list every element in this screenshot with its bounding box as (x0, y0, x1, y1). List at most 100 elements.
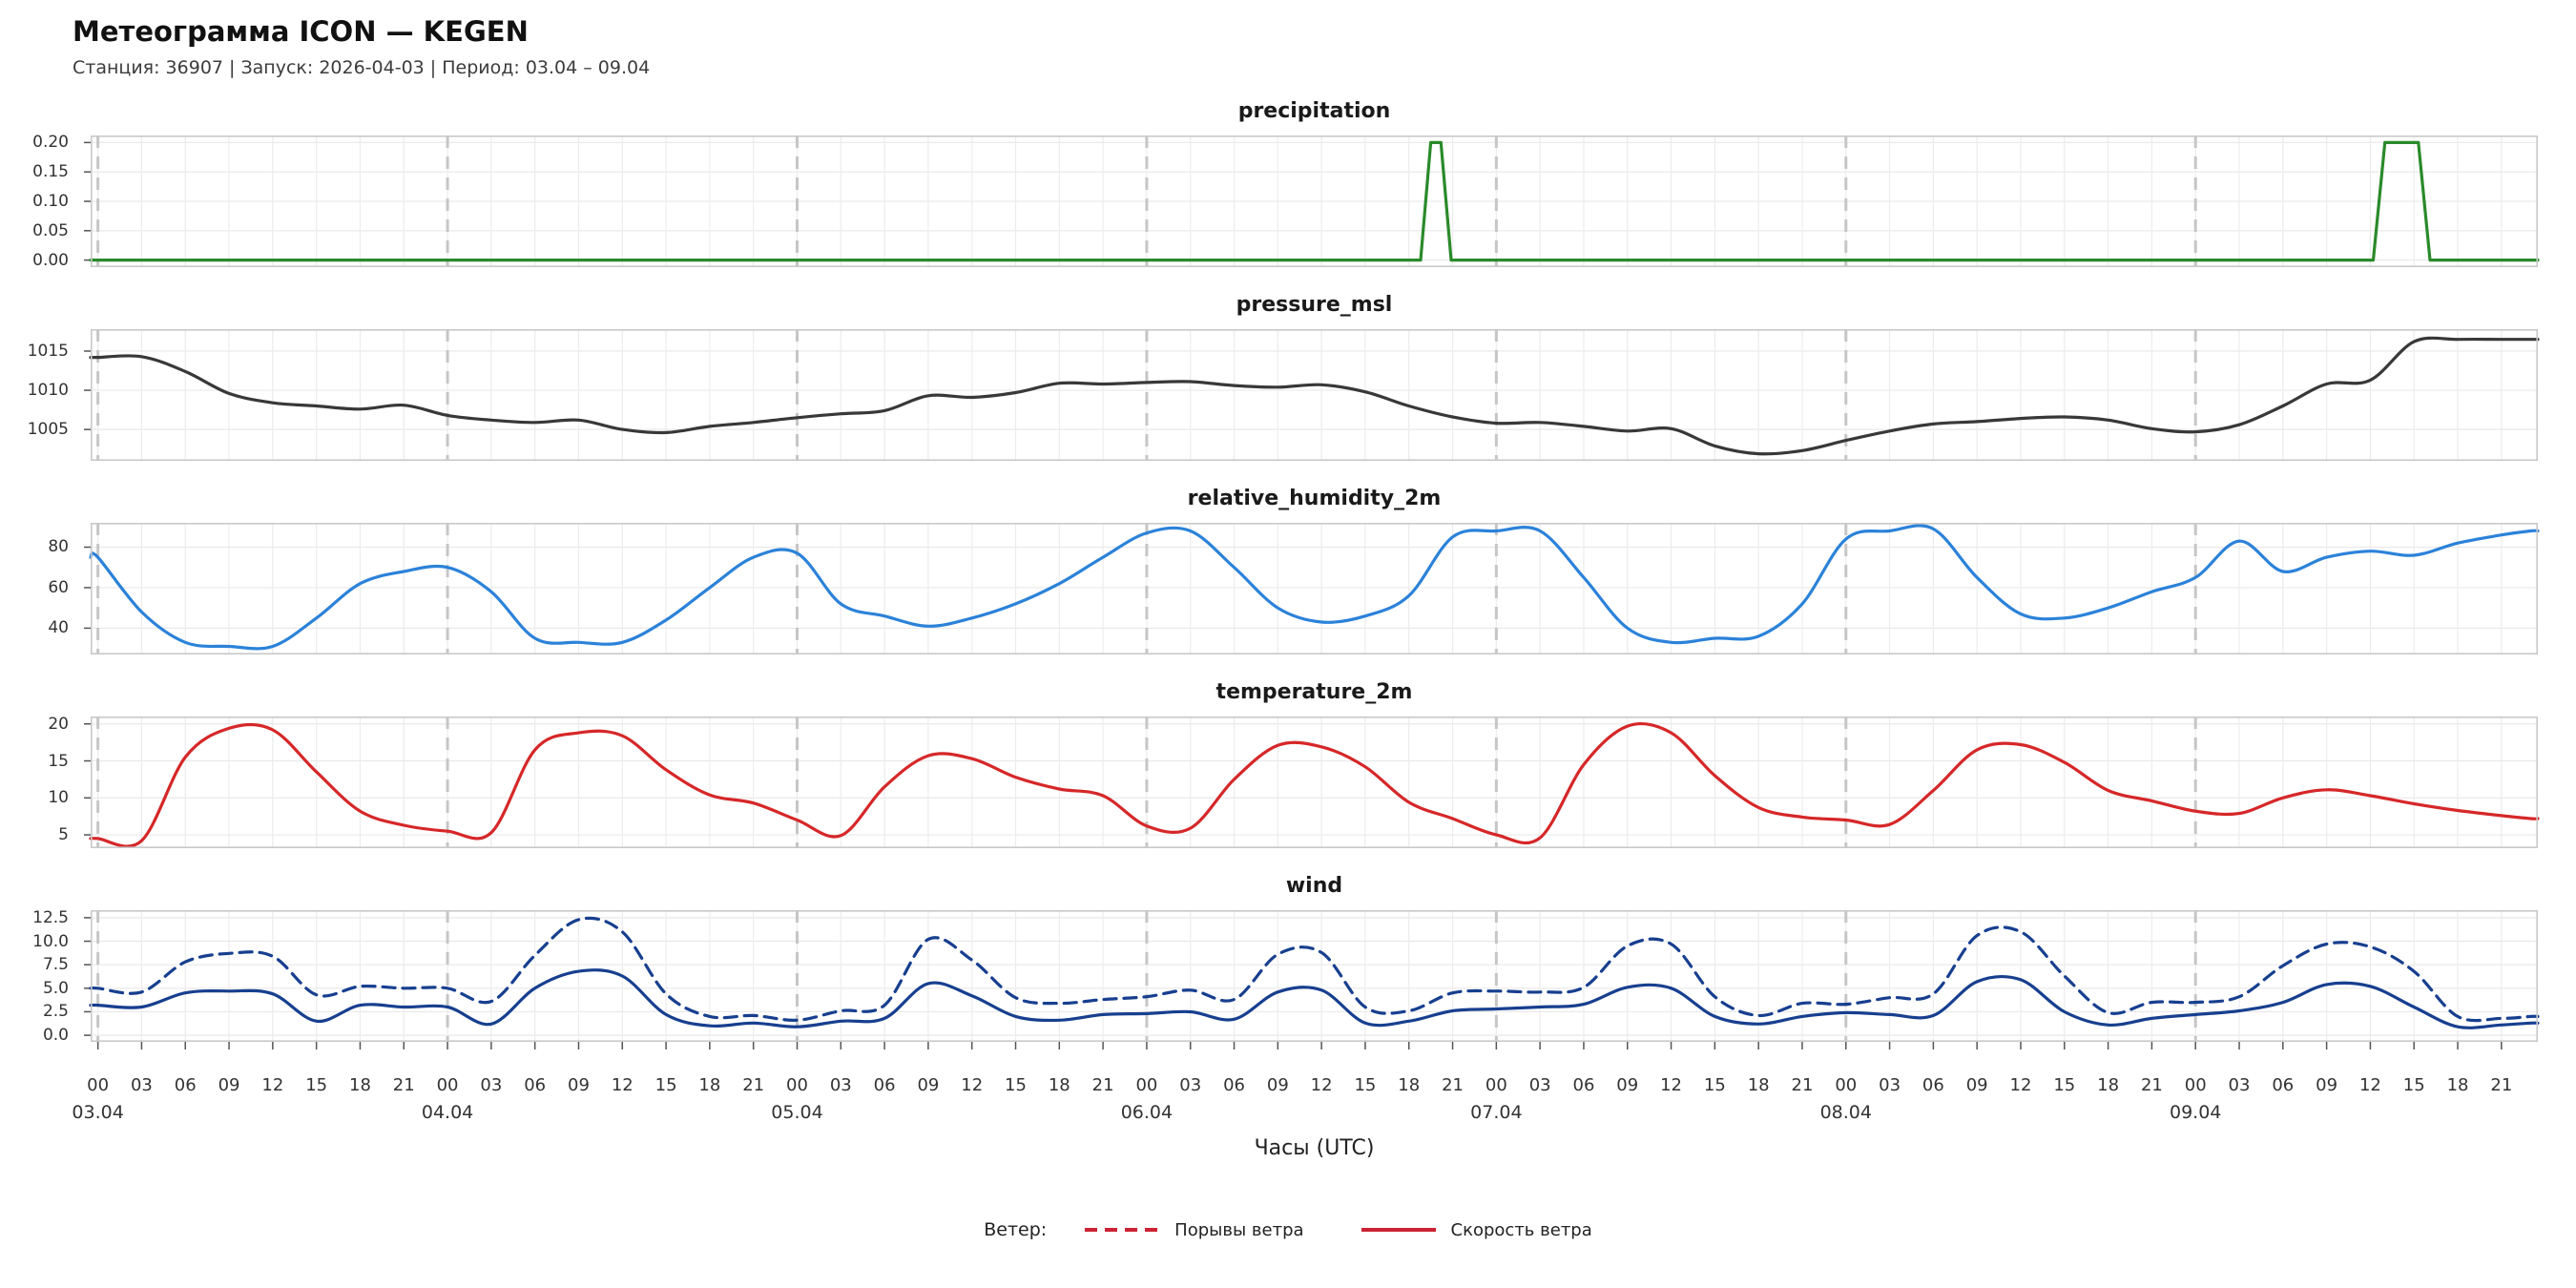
x-day-label: 04.04 (421, 1102, 474, 1123)
x-hour-label: 18 (698, 1075, 721, 1095)
plot-row-temperature: 5 10 15 20 (0, 714, 2576, 848)
x-hour-label: 09 (568, 1075, 590, 1095)
y-tick-label: 1015 (27, 342, 69, 361)
y-axis-humidity: 40 60 80 (0, 523, 80, 654)
y-tick-label: 12.5 (32, 907, 69, 927)
x-hour-label: 06 (1572, 1075, 1595, 1095)
y-tick-label: 0.0 (42, 1026, 69, 1046)
x-hour-label: 09 (2316, 1075, 2338, 1095)
panel-humidity: relative_humidity_2m 40 60 80 (0, 487, 2576, 654)
x-hour-label: 03 (1879, 1075, 1901, 1095)
x-hour-label: 21 (742, 1075, 765, 1095)
y-tick-label: 7.5 (42, 955, 69, 975)
wind-legend: Ветер: Порывы ветра Скорость ветра (0, 1219, 2576, 1240)
x-hour-label: 09 (917, 1075, 940, 1095)
x-hour-label: 06 (873, 1075, 896, 1095)
plot-row-pressure: 1005 1010 1015 (0, 329, 2576, 461)
y-tick-label: 1010 (27, 381, 69, 401)
y-tick-label: 2.5 (42, 1002, 69, 1022)
legend-title: Ветер: (984, 1219, 1048, 1240)
panel-title-precipitation: precipitation (1237, 99, 1391, 123)
x-hour-label: 12 (1310, 1075, 1333, 1095)
x-hour-label: 06 (524, 1075, 547, 1095)
legend-gusts-label: Порывы ветра (1174, 1219, 1304, 1240)
y-tick-label: 20 (48, 714, 69, 734)
x-hour-label: 06 (1223, 1075, 1245, 1095)
x-hour-label: 12 (961, 1075, 984, 1095)
x-hour-label: 12 (611, 1075, 634, 1095)
panel-pressure: pressure_msl 1005 1010 1015 (0, 293, 2576, 461)
x-hour-label: 00 (1835, 1075, 1858, 1095)
header: Метеограмма ICON — KEGEN Станция: 36907 … (0, 0, 2576, 78)
panel-title-humidity: relative_humidity_2m (1187, 487, 1442, 510)
x-hour-label: 18 (349, 1075, 371, 1095)
x-hour-label: 21 (2140, 1075, 2163, 1095)
x-hour-label: 03 (1179, 1075, 1202, 1095)
plot-row-wind: 0.0 2.5 5.0 7.5 10.0 12.5 (0, 907, 2576, 1049)
x-hour-label: 06 (174, 1075, 197, 1095)
x-hour-label: 03 (2228, 1075, 2251, 1095)
x-hour-label: 09 (1266, 1075, 1289, 1095)
x-hour-label: 21 (392, 1075, 415, 1095)
panel-title-pressure: pressure_msl (1236, 293, 1393, 317)
x-hour-label: 00 (786, 1075, 808, 1095)
x-day-label: 07.04 (1470, 1102, 1523, 1123)
legend-gusts-swatch (1085, 1228, 1160, 1232)
x-hour-label: 00 (436, 1075, 459, 1095)
x-hour-label: 15 (1354, 1075, 1377, 1095)
pressure-plot (84, 329, 2540, 461)
x-axis-title: Часы (UTC) (1254, 1136, 1375, 1160)
x-hour-label: 03 (829, 1075, 852, 1095)
x-hour-label: 21 (1791, 1075, 1814, 1095)
x-hour-label: 18 (2446, 1075, 2469, 1095)
y-axis-temperature: 5 10 15 20 (0, 714, 80, 848)
x-hour-label: 18 (2097, 1075, 2120, 1095)
x-hour-label: 09 (1965, 1075, 1988, 1095)
y-tick-label: 80 (48, 537, 69, 557)
x-hour-label: 21 (2490, 1075, 2513, 1095)
x-hour-label: 00 (1135, 1075, 1158, 1095)
y-axis-pressure: 1005 1010 1015 (0, 329, 80, 461)
x-hour-label: 00 (87, 1075, 110, 1095)
x-hour-label: 15 (305, 1075, 328, 1095)
y-tick-label: 0.05 (32, 220, 69, 240)
x-hour-label: 03 (1528, 1075, 1551, 1095)
temperature-plot (84, 717, 2540, 848)
panel-title-temperature: temperature_2m (1215, 680, 1413, 704)
y-tick-label: 0.15 (32, 162, 69, 182)
x-hour-label: 15 (1703, 1075, 1726, 1095)
y-axis-wind: 0.0 2.5 5.0 7.5 10.0 12.5 (0, 907, 80, 1045)
x-hour-label: 12 (2009, 1075, 2032, 1095)
x-hour-label: 00 (2184, 1075, 2207, 1095)
y-tick-label: 10.0 (32, 931, 69, 951)
page-title: Метеограмма ICON — KEGEN (73, 15, 529, 48)
x-hour-label: 00 (1485, 1075, 1507, 1095)
panel-title-wind: wind (1285, 874, 1343, 898)
legend-speed-label: Скорость ветра (1450, 1219, 1592, 1240)
panel-precipitation: precipitation 0.00 0.05 0.10 0.15 0.20 (0, 99, 2576, 270)
x-day-label: 09.04 (2170, 1102, 2222, 1123)
x-hour-label: 03 (480, 1075, 503, 1095)
y-tick-label: 10 (48, 788, 69, 808)
plot-row-humidity: 40 60 80 (0, 523, 2576, 654)
x-day-label: 05.04 (771, 1102, 823, 1123)
x-hour-label: 21 (1091, 1075, 1114, 1095)
y-tick-label: 40 (48, 618, 69, 638)
y-axis-precipitation: 0.00 0.05 0.10 0.15 0.20 (0, 133, 80, 269)
y-tick-label: 0.10 (32, 192, 69, 211)
x-hour-label: 18 (1048, 1075, 1070, 1095)
page-subtitle: Станция: 36907 | Запуск: 2026-04-03 | Пе… (73, 57, 651, 78)
x-hour-label: 09 (218, 1075, 240, 1095)
x-hour-label: 21 (1442, 1075, 1464, 1095)
y-tick-label: 5.0 (42, 978, 69, 998)
legend-speed-swatch (1361, 1228, 1436, 1232)
precipitation-plot (84, 135, 2540, 267)
y-tick-label: 0.20 (32, 133, 69, 153)
x-hour-label: 15 (2402, 1075, 2425, 1095)
y-tick-label: 15 (48, 751, 69, 771)
x-hour-label: 18 (1398, 1075, 1421, 1095)
panel-temperature: temperature_2m 5 10 15 20 (0, 680, 2576, 848)
x-hour-label: 03 (130, 1075, 153, 1095)
y-tick-label: 0.00 (32, 250, 69, 270)
panels: precipitation 0.00 0.05 0.10 0.15 0.20 press… (0, 99, 2576, 1049)
